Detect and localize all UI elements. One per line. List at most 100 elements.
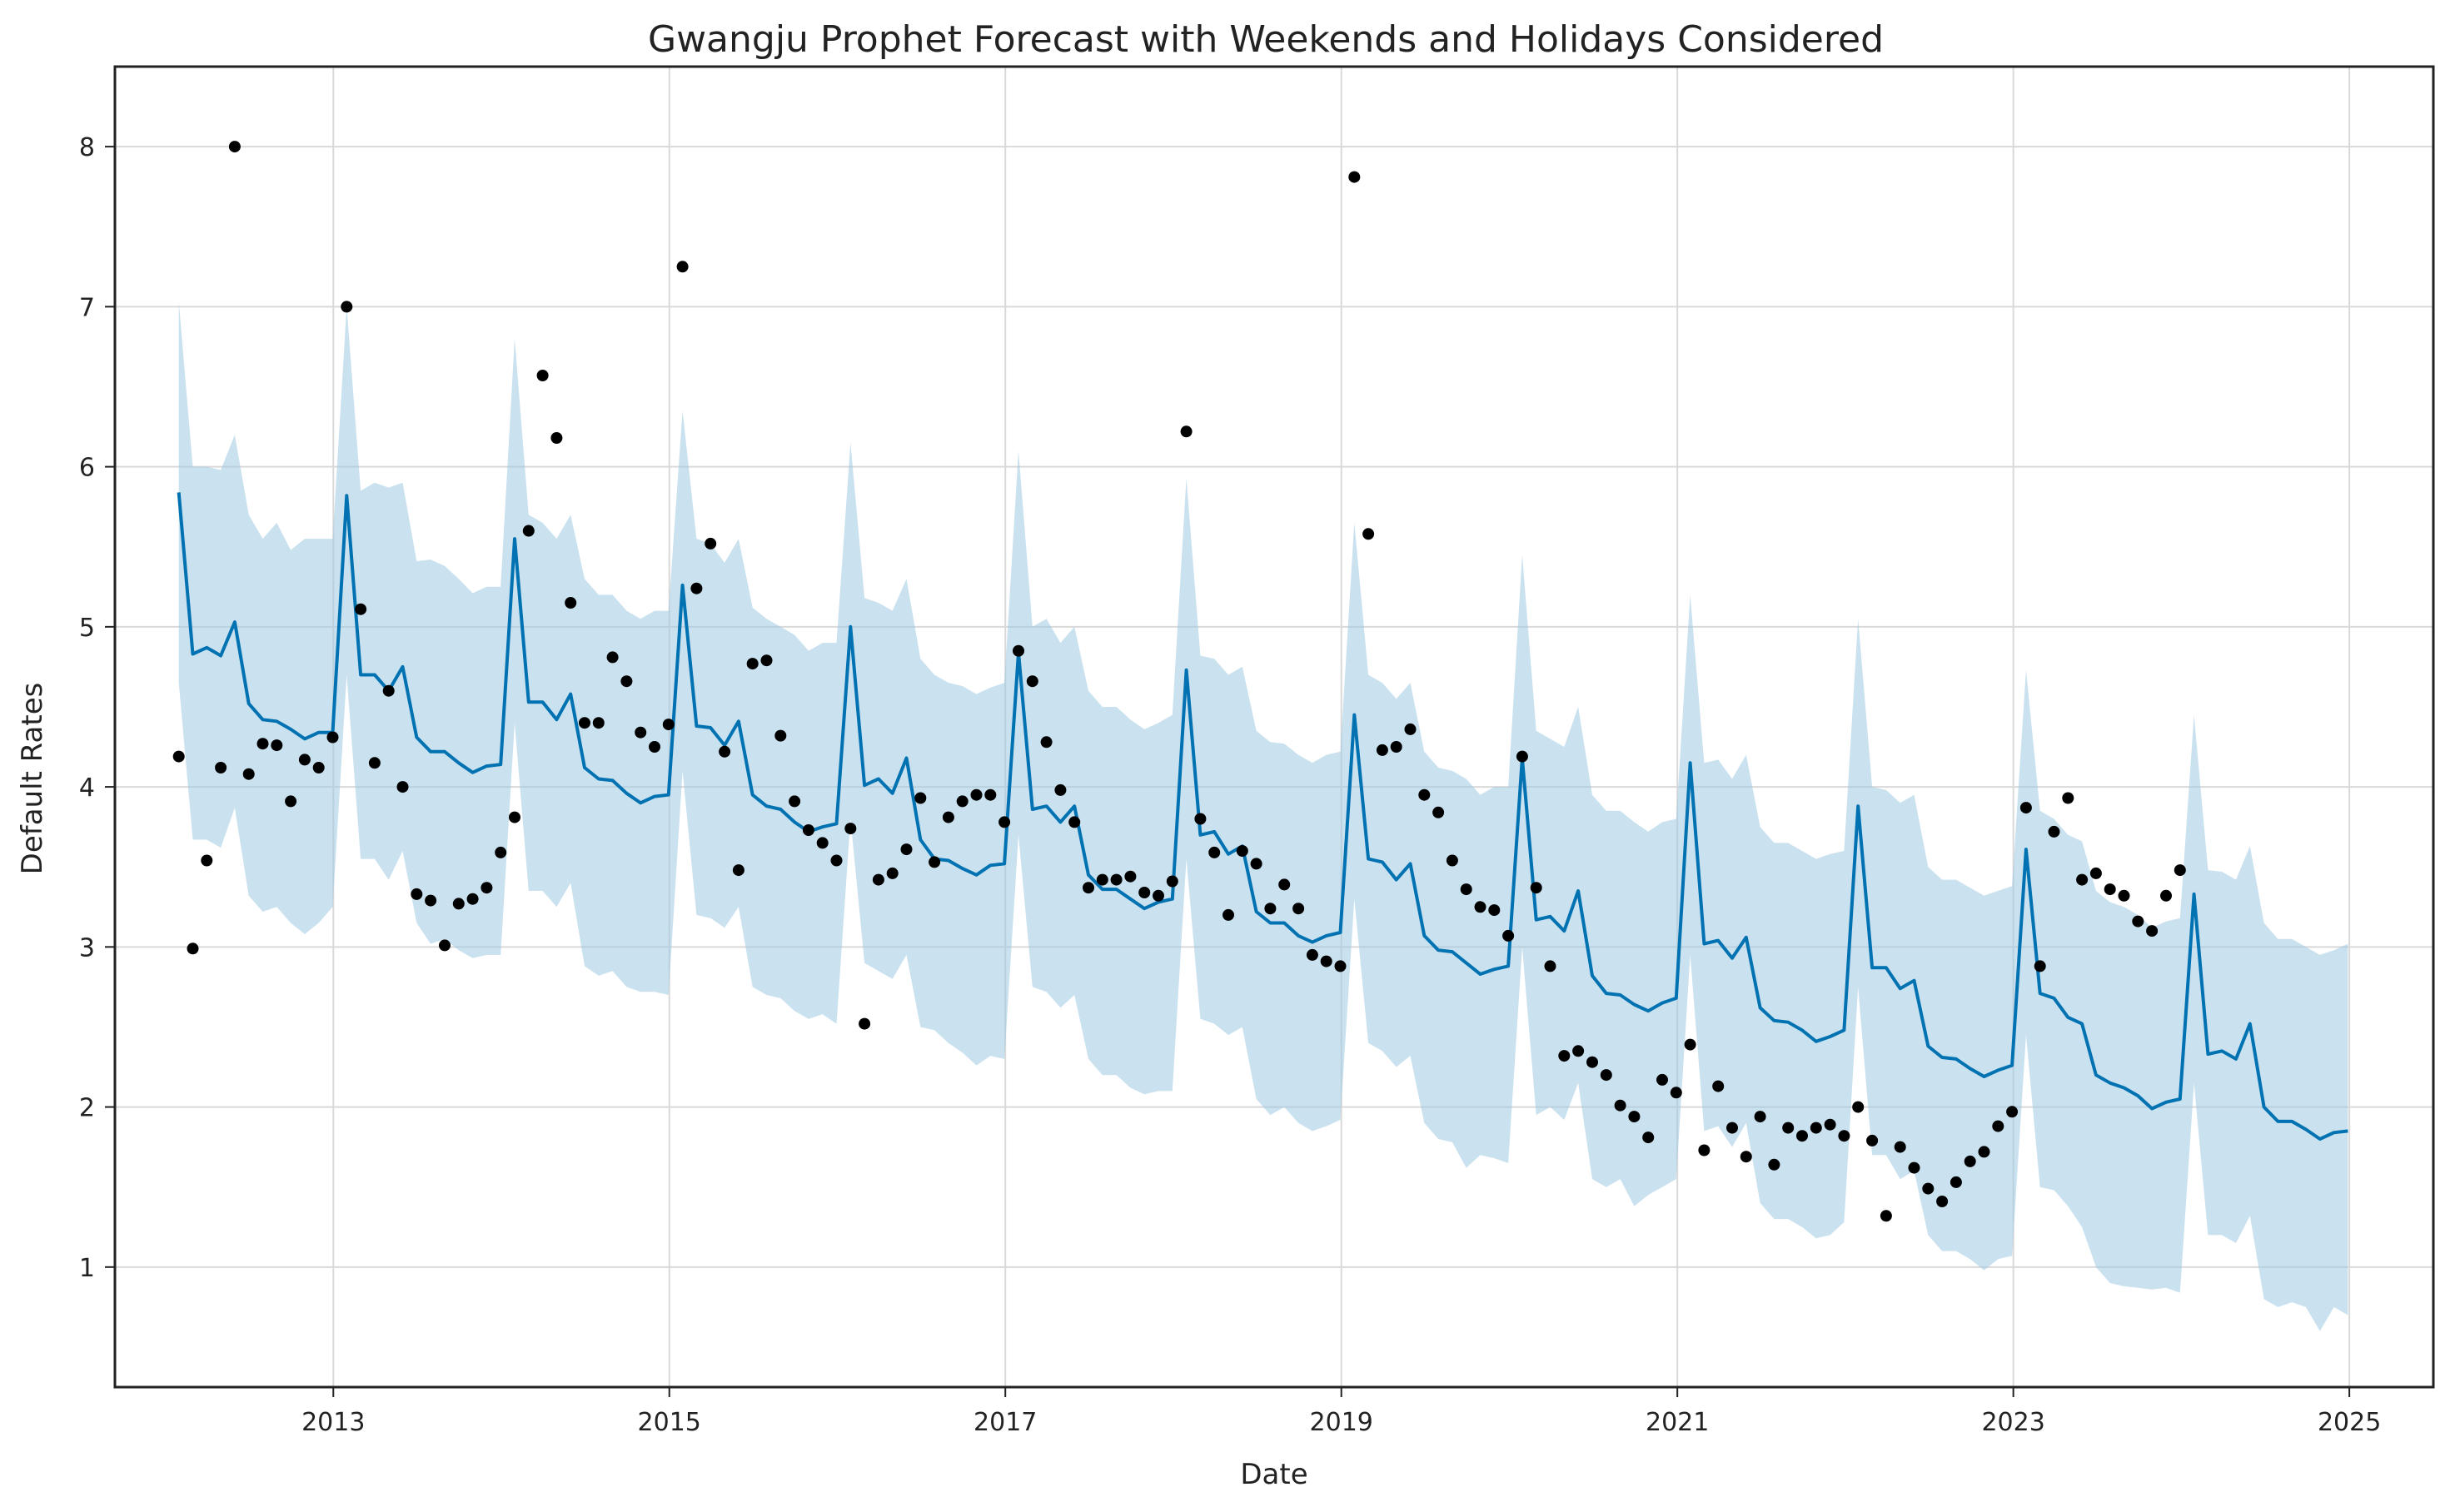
x-tick-label-2013: 2013 [301,1408,365,1437]
observed-point-20 [452,898,465,910]
observed-point-120 [1852,1101,1865,1113]
observed-point-21 [466,893,479,905]
observed-point-59 [998,816,1011,828]
observed-point-0 [172,750,185,763]
observed-point-40 [732,864,744,877]
observed-point-8 [285,795,297,808]
observed-point-23 [495,846,507,858]
forecast-line-layer [177,492,2348,1141]
x-tick-label-2021: 2021 [1646,1408,1709,1437]
observed-point-85 [1362,528,1375,540]
observed-point-30 [592,717,605,729]
observed-point-80 [1292,903,1305,915]
observed-point-135 [2062,792,2074,804]
observed-point-71 [1166,875,1178,888]
y-tick-label-6: 6 [79,454,95,483]
x-axis-label: Date [1240,1458,1307,1491]
observed-point-121 [1866,1134,1879,1146]
y-axis-label: Default Rates [16,683,49,875]
observed-point-52 [900,843,913,856]
axis-ticks: 2013 2015 2017 2019 2021 2023 2025 1 2 3 4 5 6 7 8 [79,133,2381,1437]
chart-title: Gwangju Prophet Forecast with Weekends a… [648,18,1884,61]
observed-point-67 [1110,873,1123,886]
observed-point-42 [760,654,773,667]
observed-point-28 [565,597,577,609]
observed-point-69 [1138,887,1151,898]
observed-point-79 [1278,878,1291,891]
observed-point-113 [1754,1111,1766,1123]
observed-point-2 [201,854,213,867]
observed-point-83 [1334,960,1347,972]
x-tick-label-2023: 2023 [1981,1408,2044,1437]
observed-point-119 [1838,1130,1850,1142]
observed-point-68 [1124,870,1137,883]
observed-point-61 [1026,675,1038,688]
observed-point-103 [1614,1099,1626,1112]
observed-point-75 [1223,908,1234,921]
y-tick-label-2: 2 [79,1094,95,1123]
observed-points-layer [172,141,2186,1222]
observed-point-91 [1446,854,1458,867]
observed-point-41 [746,658,759,670]
observed-point-128 [1964,1155,1976,1167]
y-tick-label-4: 4 [79,773,95,803]
observed-point-27 [550,432,563,444]
observed-point-58 [984,788,997,801]
observed-point-104 [1628,1111,1641,1123]
observed-point-97 [1530,882,1542,894]
observed-point-14 [368,757,381,769]
observed-point-33 [635,726,647,739]
observed-point-34 [649,741,660,753]
observed-point-76 [1236,845,1248,857]
observed-point-126 [1936,1196,1949,1207]
observed-point-127 [1950,1176,1962,1188]
observed-point-70 [1153,889,1164,902]
forecast-line [177,492,2348,1141]
observed-point-37 [690,582,703,594]
observed-point-46 [816,837,829,849]
observed-point-55 [942,811,954,823]
observed-point-65 [1083,882,1094,894]
observed-point-29 [579,717,590,729]
y-tick-label-8: 8 [79,133,95,162]
observed-point-7 [271,739,283,752]
observed-point-105 [1642,1132,1655,1144]
observed-point-141 [2146,925,2159,938]
observed-point-111 [1726,1122,1738,1134]
observed-point-26 [536,370,549,381]
observed-point-94 [1488,904,1501,917]
uncertainty-band [178,301,2348,1331]
observed-point-13 [355,603,367,615]
observed-point-112 [1740,1151,1752,1163]
observed-point-107 [1670,1087,1682,1099]
observed-point-19 [439,939,451,952]
observed-point-32 [620,675,633,688]
observed-point-102 [1600,1069,1612,1082]
observed-point-51 [886,867,899,879]
observed-point-122 [1880,1210,1892,1222]
observed-point-129 [1978,1146,1990,1158]
observed-point-81 [1306,948,1318,961]
observed-point-109 [1698,1144,1711,1156]
observed-point-47 [830,854,843,867]
observed-point-48 [844,823,857,835]
observed-point-96 [1516,750,1528,763]
observed-point-31 [606,651,619,664]
observed-point-123 [1894,1141,1906,1153]
observed-point-87 [1390,741,1402,753]
observed-point-78 [1264,903,1277,915]
observed-point-56 [956,795,969,808]
observed-point-43 [774,729,787,742]
observed-point-143 [2174,864,2186,877]
x-tick-label-2019: 2019 [1310,1408,1373,1437]
plot-frame [113,65,2435,1389]
observed-point-25 [522,525,535,537]
observed-point-116 [1796,1130,1808,1142]
observed-point-84 [1348,171,1361,183]
observed-point-49 [859,1017,871,1030]
observed-point-99 [1558,1050,1571,1062]
observed-point-18 [425,894,437,907]
observed-point-110 [1712,1080,1725,1092]
observed-point-53 [914,792,927,804]
